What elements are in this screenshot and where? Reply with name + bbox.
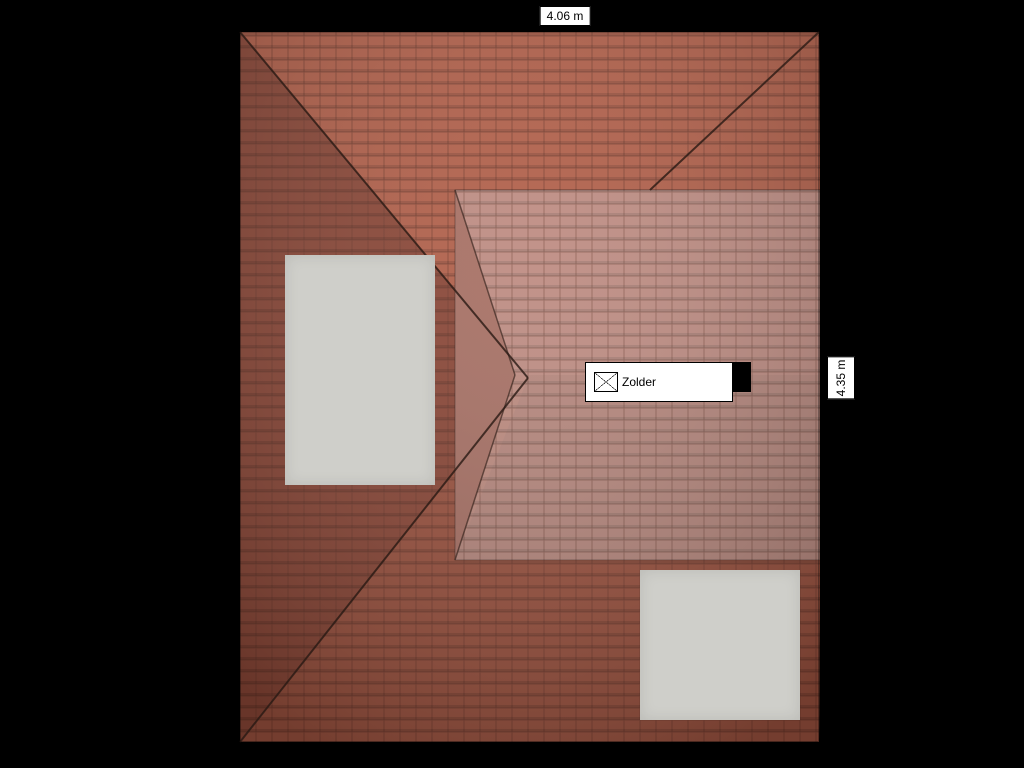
flat-roof-panel-right: [640, 570, 800, 720]
flat-roof-panel-left: [285, 255, 435, 485]
roof-diagram: [0, 0, 1024, 768]
room-label-zolder: Zolder: [585, 362, 733, 402]
stairs-icon: [594, 372, 618, 392]
dimension-label-height: 4.35 m: [827, 357, 855, 400]
floor-plan-canvas: Zolder 4.06 m 4.35 m: [0, 0, 1024, 768]
room-label-text: Zolder: [622, 375, 656, 389]
dimension-label-width: 4.06 m: [540, 6, 591, 26]
